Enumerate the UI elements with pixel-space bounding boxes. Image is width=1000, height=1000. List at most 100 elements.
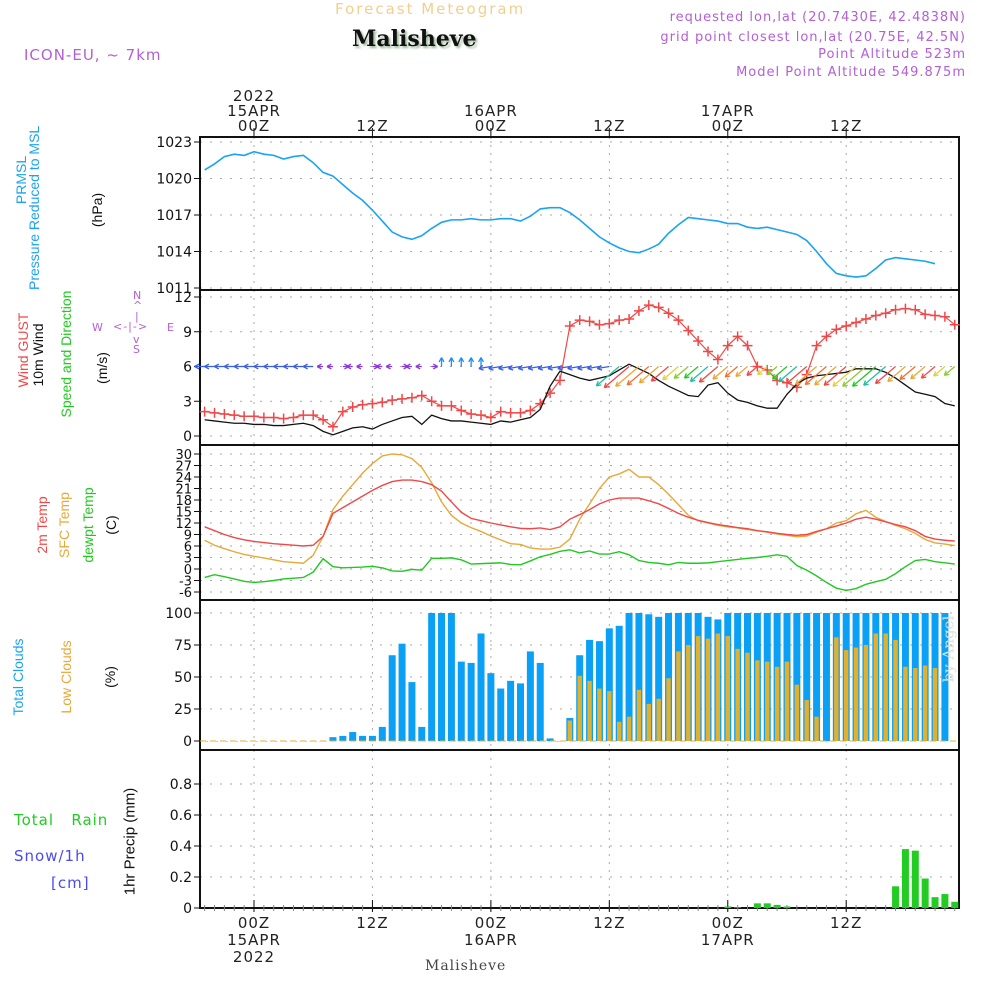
y-tick-label: 0.4 [170,839,192,855]
compass-w: W [92,321,103,334]
total-clouds-bar [457,661,465,741]
y-tick-label: 3 [184,552,192,567]
compass-s: S [133,343,140,356]
rain-bar [753,903,761,908]
total-clouds-bar [655,616,663,741]
wind-gust-marker [930,310,941,321]
wind-direction-arrow [650,366,669,382]
wind-arrow-head [438,357,445,363]
low-clouds-bar [735,648,740,741]
wind-gust-marker [327,421,338,432]
wind-direction-arrow [933,366,946,377]
total-clouds-bar [349,732,357,741]
y-tick-label: 1020 [156,172,192,188]
total-clouds-bar [803,613,811,741]
bottom-axis-label: 2022 [233,948,275,966]
wind-gust-marker [209,407,220,418]
wind-gust-marker [624,314,635,325]
wind-arrow-head [615,381,621,387]
y-tick-label: 12 [174,290,192,306]
wind-arrow-head [194,363,200,370]
wind-arrow-head [458,357,465,363]
rain-bar [892,886,900,908]
low-clouds-bar [755,660,760,741]
rain-bar [724,906,732,908]
bottom-axis-label: 00Z [238,914,270,932]
top-axis-label: 00Z [238,117,270,135]
model-altitude: Model Point Altitude 549.875m [736,65,966,80]
wind-gust-marker [466,408,477,419]
low-clouds-bar [636,689,642,741]
wind-gust-marker [614,315,625,326]
wind-arrow-head [874,378,881,385]
wind-direction-arrow [488,365,501,370]
wind-gust-marker [831,324,842,335]
y-tick-label: 6 [184,540,192,555]
rain-bar [734,907,742,908]
top-axis-label: 12Z [593,117,625,135]
low-clouds-bar [656,698,661,741]
wind-direction-arrow [597,365,610,370]
wind-gust-marker [910,304,921,315]
wind-gust-marker [732,331,743,342]
wind-gust-marker [851,317,862,328]
bottom-axis-label: 00Z [712,914,744,932]
wind-gust-marker [890,304,901,315]
wind-gust-marker [860,314,871,325]
top-axis-label: 00Z [475,117,507,135]
wind-arrow-head [293,363,299,370]
y-tick-label: 1023 [156,135,192,151]
wind-direction-arrow [577,365,590,370]
wind-gust-marker [939,311,950,322]
wind-gust-marker [239,411,250,422]
bottom-axis-label: 12Z [830,914,862,932]
wind-arrow-head [795,379,801,385]
bottom-axis-label: 00Z [475,914,507,932]
wind-direction-arrow [712,366,729,380]
wind-gust-marker [505,407,516,418]
wind-gust-marker [298,410,309,421]
wind-direction-arrow [823,366,847,386]
wind-direction-arrow [921,366,936,379]
wind-arrow-head [223,363,229,370]
wind-arrow-head [673,373,680,380]
total-clouds-bar [635,613,643,741]
total-clouds-bar [615,625,623,741]
wind-arrow-head [405,363,411,370]
wind-gust-marker [633,305,644,316]
total-clouds-bar [477,633,485,741]
top-axis-label: 12Z [356,117,388,135]
wind-arrow-head [638,377,645,384]
compass-rose: N ^ | W <-|-> E v S [92,289,182,359]
wind-gust-marker [673,315,684,326]
wind-gust-marker [643,300,654,311]
wind-direction-arrow [943,366,956,376]
wind-gust-marker [811,340,822,351]
wind-gust-marker [249,411,259,422]
low-clouds-bar [814,716,819,741]
y-tick-label: 27 [175,460,192,475]
wind-arrow-head [698,377,705,383]
wind-arrow-head [243,363,249,370]
compass-s-arrow: v [133,333,140,346]
wind-gust-marker [347,402,358,413]
wind-arrow-head [415,363,421,370]
wind-arrow-head [326,363,332,370]
total-clouds-bar [536,662,544,741]
snow-label: Snow/1h [14,847,86,865]
wind-arrow-head [577,364,583,371]
wind-arrow-head [603,382,610,389]
total-clouds-bar [605,628,613,741]
wind-direction-arrow [832,366,857,387]
wind-direction-arrow [735,366,748,377]
wind-gust-marker [653,302,664,313]
wind-arrow-head [943,370,950,376]
wind-gust-marker [821,331,832,342]
wind-gust-marker [416,390,427,401]
wind-arrow-head [316,363,322,370]
wind-arrow-head [778,376,784,383]
low-clouds-bar [903,666,908,741]
wind-gust-marker [880,308,891,319]
low-clouds-bar [745,652,750,741]
